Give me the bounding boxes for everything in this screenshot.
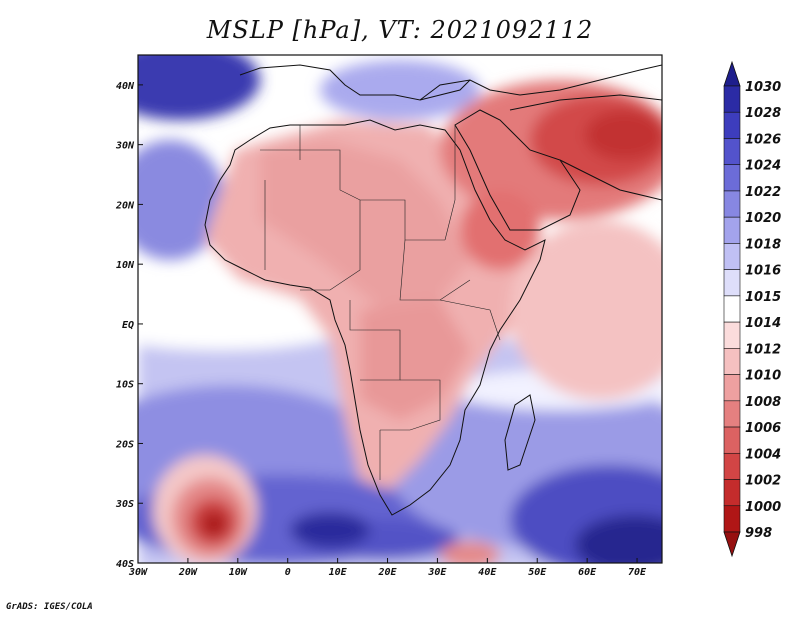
colorbar-segment (723, 111, 741, 139)
lon-tick-label: 20E (377, 567, 397, 578)
colorbar-label: 1006 (745, 421, 781, 436)
lon-tick-label: 30W (128, 567, 148, 578)
lon-tick-label: 40E (478, 567, 497, 578)
colorbar-segment (723, 426, 741, 454)
colorbar-label: 1028 (745, 106, 781, 121)
colorbar-segment (723, 374, 741, 402)
lon-tick-label: 20W (178, 567, 198, 578)
colorbar-label: 1015 (745, 290, 781, 305)
colorbar-bottom-arrow (723, 531, 741, 558)
lon-tick-label: 70E (628, 567, 647, 578)
lat-tick-label: 40N (116, 81, 135, 92)
lat-tick-label: 10S (116, 380, 134, 391)
lon-tick-label: 10W (229, 567, 248, 578)
colorbar-label: 1010 (745, 369, 781, 384)
colorbar-label: 1030 (745, 80, 781, 95)
colorbar-segment (723, 216, 741, 244)
colorbar-segment (723, 138, 741, 166)
colorbar-label: 1000 (745, 500, 781, 515)
colorbar-segment (723, 269, 741, 297)
country-borders (260, 125, 501, 480)
lat-tick-label: 40S (116, 559, 134, 570)
lon-tick-label: 30E (427, 567, 447, 578)
grads-credit: GrADS: IGES/COLA (6, 602, 93, 612)
colorbar-label: 1016 (745, 264, 781, 279)
pressure-field (138, 55, 662, 563)
colorbar-segment (723, 400, 741, 428)
coastlines (204, 64, 662, 516)
colorbar-segment (723, 85, 741, 113)
map-title: MSLP [hPa], VT: 2021092112 (206, 16, 594, 44)
lat-tick-label: 30S (115, 499, 134, 510)
lon-tick-label: 60E (578, 567, 597, 578)
colorbar-top-arrow (723, 60, 741, 87)
lat-tick-label: EQ (122, 320, 134, 331)
colorbar-segment (723, 348, 741, 375)
colorbar: 1030 1028 1026 1024 1022 1020 1018 1016 1015 1014… (723, 60, 781, 558)
lat-tick-label: 20S (115, 439, 134, 450)
colorbar-segment (723, 243, 741, 270)
lat-tick-label: 10N (116, 260, 135, 271)
colorbar-label: 1020 (745, 211, 781, 226)
lat-tick-label: 30N (115, 141, 135, 152)
colorbar-label: 1026 (745, 132, 781, 147)
longitude-axis: 30W 20W 10W 0 10E 20E 30E 40E 50E 60E 70E (128, 558, 647, 578)
lon-tick-label: 50E (528, 567, 547, 578)
colorbar-label: 1012 (745, 342, 781, 357)
colorbar-label: 1008 (745, 395, 781, 410)
colorbar-label: 1002 (745, 474, 781, 489)
colorbar-segment (723, 505, 741, 533)
lat-tick-label: 20N (115, 200, 135, 211)
colorbar-label: 998 (745, 526, 772, 541)
latitude-axis: 40N 30N 20N 10N EQ 10S 20S 30S 40S (115, 81, 143, 570)
colorbar-label: 1014 (745, 316, 781, 331)
colorbar-segment (723, 164, 741, 192)
colorbar-segment (723, 190, 741, 218)
colorbar-label: 1018 (745, 237, 781, 252)
lon-tick-label: 0 (285, 567, 291, 578)
colorbar-segment (723, 479, 741, 507)
colorbar-label: 1004 (745, 447, 781, 462)
plot-frame (137, 54, 663, 564)
colorbar-segment (723, 321, 741, 349)
colorbar-label: 1024 (745, 159, 781, 174)
colorbar-label: 1022 (745, 185, 781, 200)
colorbar-segment (723, 452, 741, 480)
lon-tick-label: 10E (329, 567, 348, 578)
colorbar-segment (723, 295, 741, 323)
